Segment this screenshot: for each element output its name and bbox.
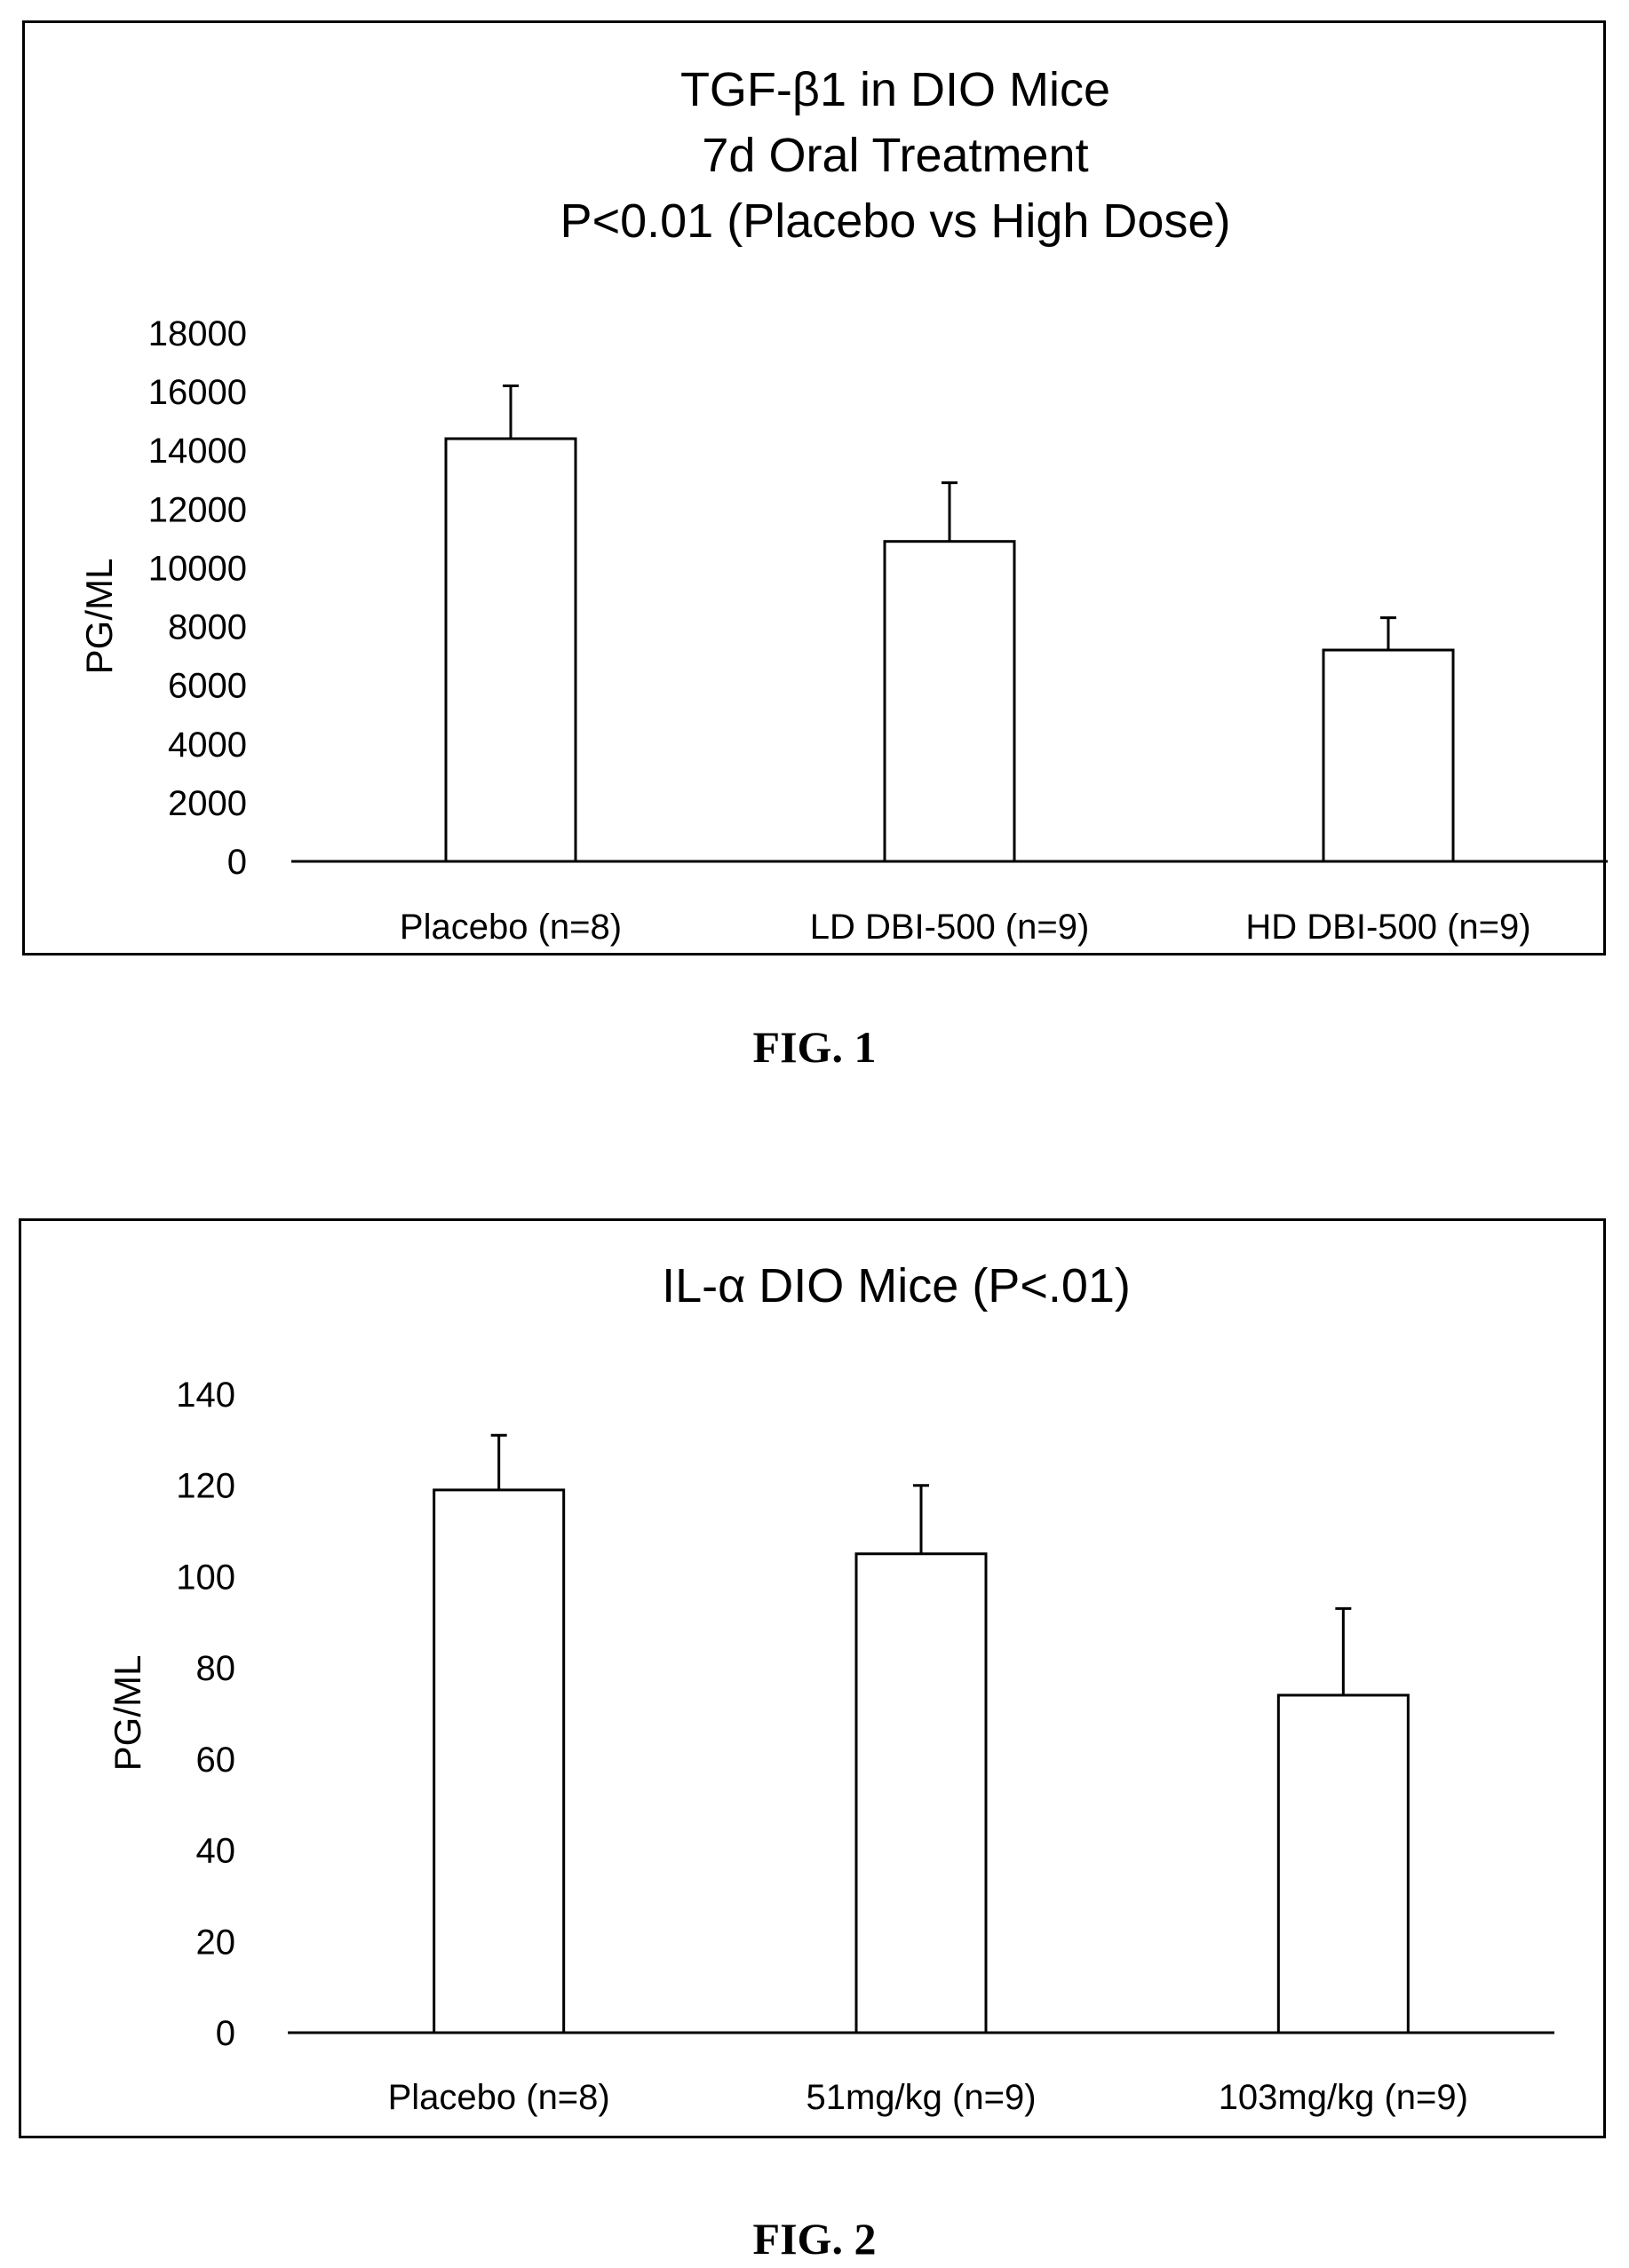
chart-title-line-2: 7d Oral Treatment — [702, 129, 1088, 182]
y-tick-label: 0 — [227, 843, 247, 882]
x-category-label: 51mg/kg (n=9) — [806, 2078, 1036, 2117]
bar — [854, 1552, 988, 2034]
chart-title-line-1: IL-α DIO Mice (P<.01) — [662, 1259, 1131, 1312]
figure-2-bar-chart: IL-α DIO Mice (P<.01) 0 20 40 60 80 100 120 140 P… — [107, 1259, 1554, 2117]
bar — [433, 1488, 566, 2034]
bar — [883, 540, 1016, 863]
x-category-label: LD DBI-500 (n=9) — [810, 908, 1090, 947]
figure-2-caption: FIG. 2 — [752, 2214, 877, 2264]
y-tick-label: 140 — [176, 1376, 235, 1415]
figure-2-chart-panel: IL-α DIO Mice (P<.01) 0 20 40 60 80 100 120 140 P… — [19, 1218, 1606, 2138]
y-tick-label: 10000 — [148, 549, 247, 588]
bar — [1276, 1693, 1410, 2034]
y-axis-label: PG/ML — [107, 1655, 148, 1772]
bar — [1322, 648, 1455, 863]
chart-title-line-1: TGF-β1 in DIO Mice — [680, 63, 1110, 116]
y-tick-label: 80 — [196, 1649, 236, 1688]
y-tick-label: 4000 — [168, 726, 247, 765]
x-category-label: HD DBI-500 (n=9) — [1245, 908, 1530, 947]
figure-1-bar-chart: TGF-β1 in DIO Mice 7d Oral Treatment P<0.0… — [78, 63, 1608, 947]
y-tick-label: 60 — [196, 1741, 236, 1780]
y-tick-label: 16000 — [148, 373, 247, 412]
y-tick-label: 40 — [196, 1832, 236, 1871]
y-tick-label: 2000 — [168, 784, 247, 823]
y-tick-label: 8000 — [168, 608, 247, 647]
y-tick-label: 12000 — [148, 490, 247, 529]
x-category-label: 103mg/kg (n=9) — [1219, 2078, 1468, 2117]
y-tick-label: 20 — [196, 1923, 236, 1962]
bar — [444, 437, 577, 863]
y-tick-label: 14000 — [148, 432, 247, 471]
y-tick-label: 100 — [176, 1558, 235, 1597]
x-category-label: Placebo (n=8) — [400, 908, 622, 947]
y-tick-label: 6000 — [168, 667, 247, 706]
y-tick-label: 18000 — [148, 314, 247, 353]
y-axis-label: PG/ML — [78, 559, 120, 675]
y-tick-label: 120 — [176, 1467, 235, 1506]
x-category-label: Placebo (n=8) — [388, 2078, 610, 2117]
figure-1-chart-panel: TGF-β1 in DIO Mice 7d Oral Treatment P<0.0… — [22, 20, 1608, 956]
y-tick-label: 0 — [216, 2014, 235, 2053]
chart-title-line-3: P<0.01 (Placebo vs High Dose) — [560, 194, 1231, 248]
figure-1-caption: FIG. 1 — [752, 1022, 877, 1072]
